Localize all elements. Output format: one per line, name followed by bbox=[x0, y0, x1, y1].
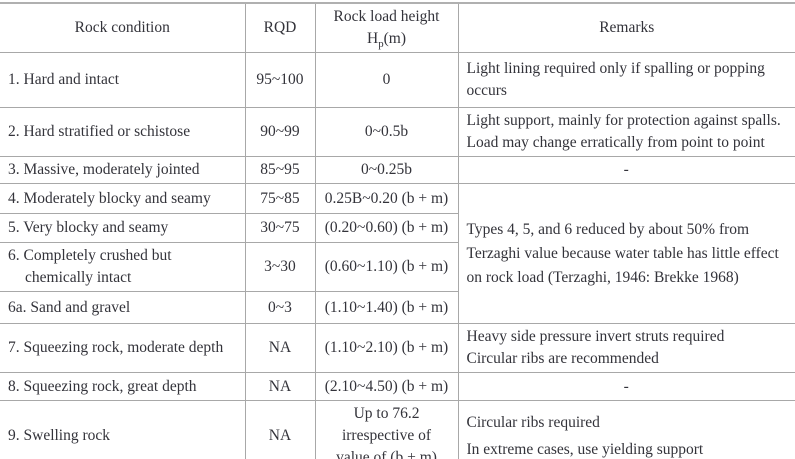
header-row: Rock condition RQD Rock load height Hp(m… bbox=[0, 2, 795, 53]
col-header-rqd: RQD bbox=[244, 2, 315, 53]
cell-rqd: NA bbox=[244, 323, 315, 373]
cell-condition: 6. Completely crushed but chemically int… bbox=[0, 242, 245, 292]
cell-rqd: 30~75 bbox=[244, 213, 315, 243]
col-header-remarks: Remarks bbox=[457, 2, 795, 53]
cell-rqd: NA bbox=[244, 400, 315, 459]
table-row-5: 5. Very blocky and seamy 30~75 (0.20~0.6… bbox=[0, 213, 795, 243]
cell-rqd: 75~85 bbox=[244, 183, 315, 214]
table-row-8: 8. Squeezing rock, great depth NA (2.10~… bbox=[0, 372, 795, 401]
cell-remarks: Light support, mainly for protection aga… bbox=[457, 107, 795, 157]
cell-remarks-merged-types-4-5-6: Types 4, 5, and 6 reduced by about 50% f… bbox=[457, 183, 795, 324]
hp-symbol: Hp(m) bbox=[366, 30, 406, 51]
table-row-2: 2. Hard stratified or schistose 90~99 0~… bbox=[0, 107, 795, 157]
cell-condition: 5. Very blocky and seamy bbox=[0, 213, 245, 243]
cell-rqd: 85~95 bbox=[244, 156, 315, 184]
cell-rqd: 90~99 bbox=[244, 107, 315, 157]
hp-subscript: p bbox=[378, 38, 384, 51]
cell-remarks: Circular ribs required In extreme cases,… bbox=[457, 400, 795, 459]
cell-condition: 4. Moderately blocky and seamy bbox=[0, 183, 245, 214]
cell-condition: 2. Hard stratified or schistose bbox=[0, 107, 245, 157]
cell-remarks: - bbox=[457, 156, 795, 184]
cell-remarks: Light lining required only if spalling o… bbox=[457, 52, 795, 108]
hp-unit: (m) bbox=[383, 30, 406, 47]
table-row-7: 7. Squeezing rock, moderate depth NA (1.… bbox=[0, 323, 795, 373]
cell-rqd: 3~30 bbox=[244, 242, 315, 292]
cell-rock-load: (0.60~1.10) (b + m) bbox=[314, 242, 458, 292]
cell-rock-load: Up to 76.2 irrespective of value of (b +… bbox=[314, 400, 458, 459]
cell-rock-load: (2.10~4.50) (b + m) bbox=[314, 372, 458, 401]
cell-rqd: 95~100 bbox=[244, 52, 315, 108]
hp-h: H bbox=[366, 30, 379, 47]
cell-condition: 7. Squeezing rock, moderate depth bbox=[0, 323, 245, 373]
cell-rock-load: (0.20~0.60) (b + m) bbox=[314, 213, 458, 243]
cell-remarks: Heavy side pressure invert struts requir… bbox=[457, 323, 795, 373]
cell-condition: 6a. Sand and gravel bbox=[0, 291, 245, 324]
cell-condition: 9. Swelling rock bbox=[0, 400, 245, 459]
table-row-4: 4. Moderately blocky and seamy 75~85 0.2… bbox=[0, 183, 795, 324]
cell-rock-load: 0~0.5b bbox=[314, 107, 458, 157]
table-row-1: 1. Hard and intact 95~100 0 Light lining… bbox=[0, 52, 795, 108]
cell-condition: 3. Massive, moderately jointed bbox=[0, 156, 245, 184]
cell-rqd: NA bbox=[244, 372, 315, 401]
table-row-3: 3. Massive, moderately jointed 85~95 0~0… bbox=[0, 156, 795, 184]
cell-remarks: - bbox=[457, 372, 795, 401]
cell-rock-load: 0~0.25b bbox=[314, 156, 458, 184]
cell-rock-load: 0 bbox=[314, 52, 458, 108]
table-row-9: 9. Swelling rock NA Up to 76.2 irrespect… bbox=[0, 400, 795, 459]
cell-rock-load: (1.10~1.40) (b + m) bbox=[314, 291, 458, 324]
rock-load-height-label: Rock load height bbox=[333, 8, 440, 25]
cell-rqd: 0~3 bbox=[244, 291, 315, 324]
col-header-rock-condition: Rock condition bbox=[0, 2, 245, 53]
cell-rock-load: (1.10~2.10) (b + m) bbox=[314, 323, 458, 373]
cell-condition: 1. Hard and intact bbox=[0, 52, 245, 108]
col-header-rock-load-height: Rock load height Hp(m) bbox=[314, 2, 458, 53]
cell-rock-load: 0.25B~0.20 (b + m) bbox=[314, 183, 458, 214]
cell-condition: 8. Squeezing rock, great depth bbox=[0, 372, 245, 401]
